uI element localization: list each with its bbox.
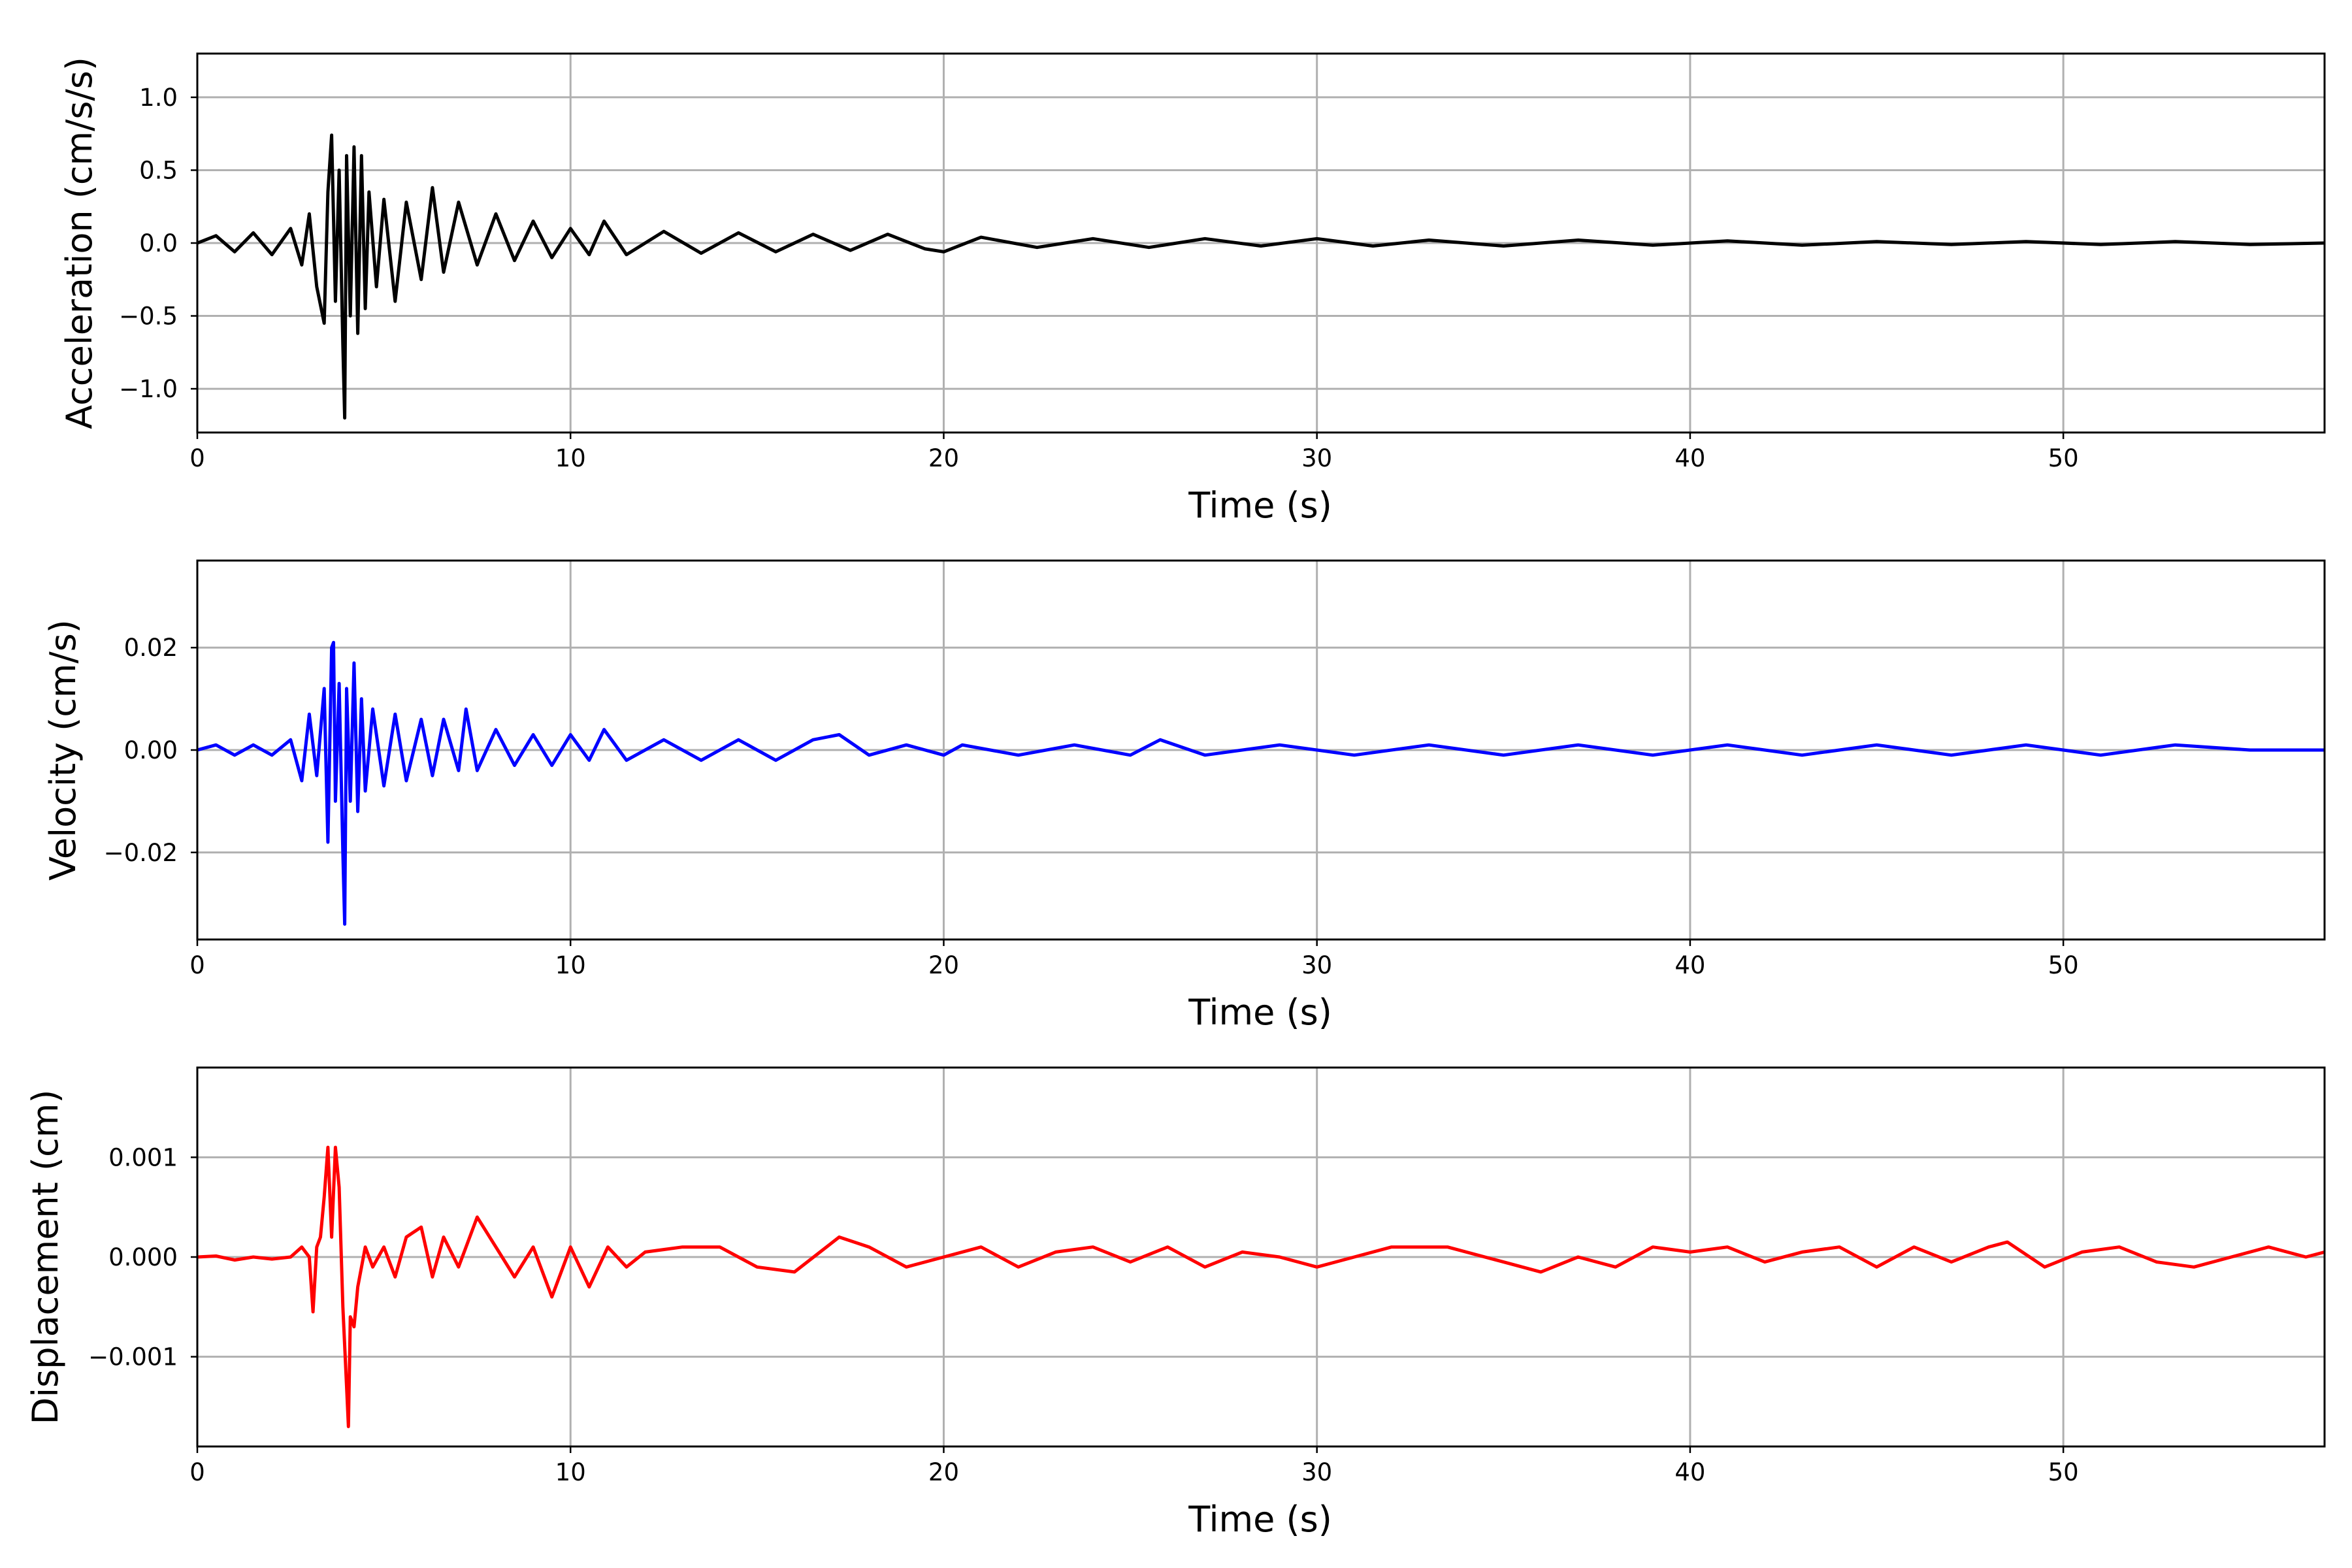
velocity-xtick-label: 40 [1674, 951, 1705, 979]
acceleration-series-line [197, 133, 2325, 420]
velocity-xlabel: Time (s) [1188, 992, 1332, 1033]
displacement-axes: 0 10 20 30 40 50 −0.001 0.000 0.001 [88, 1066, 2326, 1486]
displacement-ytick-label: 0.001 [108, 1143, 178, 1171]
acceleration-xtick-label: 30 [1301, 444, 1332, 472]
displacement-xtick-label: 50 [2048, 1458, 2079, 1486]
acceleration-ylabel: Acceleration (cm/s/s) [59, 57, 100, 429]
acceleration-xlabel: Time (s) [1188, 485, 1332, 526]
velocity-axes-frame [196, 559, 2326, 941]
acceleration-axes: 0 10 20 30 40 50 −1.0 −0.5 0.0 0.5 1.0 [119, 52, 2326, 472]
acceleration-ytick-label: 0.0 [139, 229, 178, 257]
acceleration-xtick-label: 20 [928, 444, 959, 472]
displacement-ytick-label: −0.001 [88, 1343, 178, 1371]
displacement-series-line [197, 1145, 2325, 1428]
displacement-panel: 0 10 20 30 40 50 −0.001 0.000 0.001 Time (s) Dis… [25, 1066, 2326, 1540]
acceleration-ytick-label: −0.5 [119, 302, 178, 331]
velocity-series [197, 640, 2325, 926]
displacement-xtick-label: 10 [555, 1458, 586, 1486]
displacement-xlabel: Time (s) [1188, 1499, 1332, 1540]
displacement-xtick-label: 40 [1674, 1458, 1705, 1486]
velocity-series-line [197, 640, 2325, 926]
velocity-xtick-label: 0 [189, 951, 205, 979]
velocity-xtick-label: 20 [928, 951, 959, 979]
acceleration-xtick-label: 40 [1674, 444, 1705, 472]
acceleration-series [197, 133, 2325, 420]
acceleration-xtick-label: 50 [2048, 444, 2079, 472]
acceleration-ytick-label: 1.0 [139, 84, 178, 112]
velocity-grid [196, 561, 2325, 939]
velocity-xtick-label: 30 [1301, 951, 1332, 979]
acceleration-ytick-label: 0.5 [139, 156, 178, 184]
displacement-xtick-label: 30 [1301, 1458, 1332, 1486]
velocity-xtick-label: 50 [2048, 951, 2079, 979]
acceleration-axes-frame [196, 52, 2326, 434]
velocity-ylabel: Velocity (cm/s) [42, 619, 84, 881]
velocity-xtick-label: 10 [555, 951, 586, 979]
displacement-ylabel: Displacement (cm) [25, 1090, 66, 1425]
acceleration-panel: 0 10 20 30 40 50 −1.0 −0.5 0.0 0.5 1.0 Time (s) Ac… [59, 52, 2326, 526]
velocity-axes: 0 10 20 30 40 50 −0.02 0.00 0.02 [104, 559, 2326, 979]
acceleration-grid [196, 54, 2325, 433]
displacement-ytick-label: 0.000 [108, 1243, 178, 1271]
displacement-xtick-label: 0 [189, 1458, 205, 1486]
acceleration-xtick-label: 0 [189, 444, 205, 472]
velocity-ytick-label: −0.02 [104, 839, 178, 867]
displacement-axes-frame [196, 1066, 2326, 1448]
acceleration-ytick-label: −1.0 [119, 375, 178, 403]
displacement-series [197, 1145, 2325, 1428]
velocity-panel: 0 10 20 30 40 50 −0.02 0.00 0.02 Time (s) Veloci… [42, 559, 2326, 1033]
velocity-ytick-label: 0.02 [124, 634, 178, 662]
velocity-ytick-label: 0.00 [124, 736, 178, 764]
acceleration-xtick-label: 10 [555, 444, 586, 472]
displacement-xtick-label: 20 [928, 1458, 959, 1486]
